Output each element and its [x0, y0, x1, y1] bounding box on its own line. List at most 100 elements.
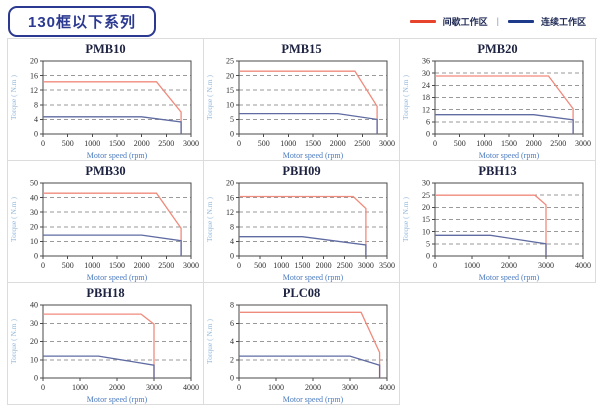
svg-text:1000: 1000	[280, 139, 296, 148]
svg-text:1000: 1000	[464, 261, 480, 270]
svg-text:30: 30	[30, 208, 38, 217]
svg-text:2500: 2500	[354, 139, 370, 148]
svg-text:20: 20	[30, 337, 38, 346]
svg-text:1500: 1500	[294, 261, 310, 270]
chart-panel-pmb30: PMB30 0 10 20 30 40 50 0 500 1000 1500 2000 2500 300…	[8, 161, 204, 283]
svg-text:1000: 1000	[273, 261, 289, 270]
svg-text:20: 20	[30, 223, 38, 232]
svg-text:0: 0	[433, 139, 437, 148]
svg-text:Motor speed (rpm): Motor speed (rpm)	[86, 151, 147, 160]
svg-text:0: 0	[426, 252, 430, 261]
svg-text:5: 5	[230, 115, 234, 124]
svg-text:3000: 3000	[183, 139, 199, 148]
chart-plot: 0 6 12 18 24 30 36 0 500 1000 1500 2000 2500 3000 Moto…	[401, 57, 591, 160]
svg-text:3000: 3000	[183, 261, 199, 270]
svg-text:3000: 3000	[575, 139, 591, 148]
svg-text:0: 0	[34, 130, 38, 139]
chart-plot: 0 4 8 12 16 20 0 500 1000 1500 2000 2500 3000 3500 Mot…	[205, 179, 395, 282]
svg-text:1000: 1000	[84, 139, 100, 148]
svg-text:1500: 1500	[501, 139, 517, 148]
page-title: 130框以下系列	[8, 5, 157, 37]
svg-text:Motor speed (rpm): Motor speed (rpm)	[478, 151, 539, 160]
svg-text:10: 10	[30, 237, 38, 246]
chart-panel-pbh09: PBH09 0 4 8 12 16 20 0 500 1000 1500 2000 2500 3000 3…	[204, 161, 400, 283]
chart-panel-pbh13: PBH13 0 5 10 15 20 25 30 0 1000 2000 3000 4000 Motor…	[400, 161, 596, 283]
svg-text:1000: 1000	[268, 383, 284, 392]
svg-text:20: 20	[30, 57, 38, 66]
svg-text:12: 12	[422, 105, 430, 114]
svg-text:3000: 3000	[342, 383, 358, 392]
svg-text:6: 6	[426, 118, 430, 127]
page-header: 130框以下系列 间歇工作区 | 连续工作区	[0, 0, 600, 38]
svg-text:40: 40	[30, 301, 38, 310]
svg-text:2000: 2000	[133, 139, 149, 148]
legend-separator: |	[496, 16, 499, 26]
svg-text:2500: 2500	[336, 261, 352, 270]
svg-text:Torque ( N.m ): Torque ( N.m )	[205, 319, 214, 364]
chart-title: PLC08	[282, 286, 321, 300]
svg-text:20: 20	[226, 71, 234, 80]
chart-plot: 0 5 10 15 20 25 0 500 1000 1500 2000 2500 3000 Motor …	[205, 57, 395, 160]
svg-text:2000: 2000	[315, 261, 331, 270]
svg-text:500: 500	[61, 261, 73, 270]
legend-label-continuous: 连续工作区	[540, 16, 586, 27]
legend-label-intermittent: 间歇工作区	[442, 16, 488, 27]
svg-text:6: 6	[230, 319, 234, 328]
svg-text:15: 15	[226, 86, 234, 95]
svg-text:0: 0	[237, 261, 241, 270]
svg-text:10: 10	[30, 356, 38, 365]
svg-text:500: 500	[453, 139, 465, 148]
svg-text:4000: 4000	[379, 383, 395, 392]
svg-text:2000: 2000	[109, 383, 125, 392]
chart-panel-plc08: PLC08 0 2 4 6 8 0 1000 2000 3000 4000 Motor speed …	[204, 283, 400, 405]
svg-text:1500: 1500	[109, 139, 125, 148]
svg-text:40: 40	[30, 193, 38, 202]
svg-text:8: 8	[230, 301, 234, 310]
svg-text:50: 50	[30, 179, 38, 188]
svg-text:Motor speed (rpm): Motor speed (rpm)	[478, 273, 539, 282]
svg-text:18: 18	[422, 93, 430, 102]
svg-text:3000: 3000	[357, 261, 373, 270]
svg-text:Motor speed (rpm): Motor speed (rpm)	[282, 395, 343, 404]
svg-text:0: 0	[230, 130, 234, 139]
chart-title: PBH18	[86, 286, 125, 300]
svg-text:4000: 4000	[183, 383, 199, 392]
svg-text:30: 30	[30, 319, 38, 328]
svg-text:4000: 4000	[575, 261, 591, 270]
svg-text:4: 4	[230, 337, 234, 346]
svg-text:30: 30	[422, 179, 430, 188]
svg-text:Motor speed (rpm): Motor speed (rpm)	[282, 273, 343, 282]
svg-text:2500: 2500	[158, 261, 174, 270]
chart-title: PMB20	[477, 42, 518, 56]
svg-text:8: 8	[230, 223, 234, 232]
svg-text:2: 2	[230, 356, 234, 365]
svg-text:2000: 2000	[329, 139, 345, 148]
chart-plot: 0 2 4 6 8 0 1000 2000 3000 4000 Motor speed (rpm) T…	[205, 301, 395, 404]
svg-text:0: 0	[230, 252, 234, 261]
empty-grid-cell	[400, 283, 596, 405]
chart-panel-pmb15: PMB15 0 5 10 15 20 25 0 500 1000 1500 2000 2500 3000…	[204, 39, 400, 161]
legend: 间歇工作区 | 连续工作区	[409, 15, 592, 28]
svg-text:0: 0	[41, 139, 45, 148]
svg-text:0: 0	[237, 383, 241, 392]
svg-text:16: 16	[226, 193, 234, 202]
svg-text:Torque ( N.m ): Torque ( N.m )	[9, 197, 18, 242]
svg-text:25: 25	[226, 57, 234, 66]
svg-text:10: 10	[422, 227, 430, 236]
svg-text:0: 0	[237, 139, 241, 148]
svg-text:2000: 2000	[525, 139, 541, 148]
svg-text:1000: 1000	[476, 139, 492, 148]
svg-text:20: 20	[226, 179, 234, 188]
svg-text:2000: 2000	[305, 383, 321, 392]
svg-text:0: 0	[426, 130, 430, 139]
svg-text:1500: 1500	[109, 261, 125, 270]
chart-plot: 0 4 8 12 16 20 0 500 1000 1500 2000 2500 3000 Motor s…	[9, 57, 199, 160]
svg-text:12: 12	[226, 208, 234, 217]
svg-text:3000: 3000	[379, 139, 395, 148]
svg-text:1500: 1500	[305, 139, 321, 148]
svg-text:2500: 2500	[158, 139, 174, 148]
svg-text:20: 20	[422, 203, 430, 212]
svg-text:15: 15	[422, 215, 430, 224]
svg-text:1000: 1000	[84, 261, 100, 270]
